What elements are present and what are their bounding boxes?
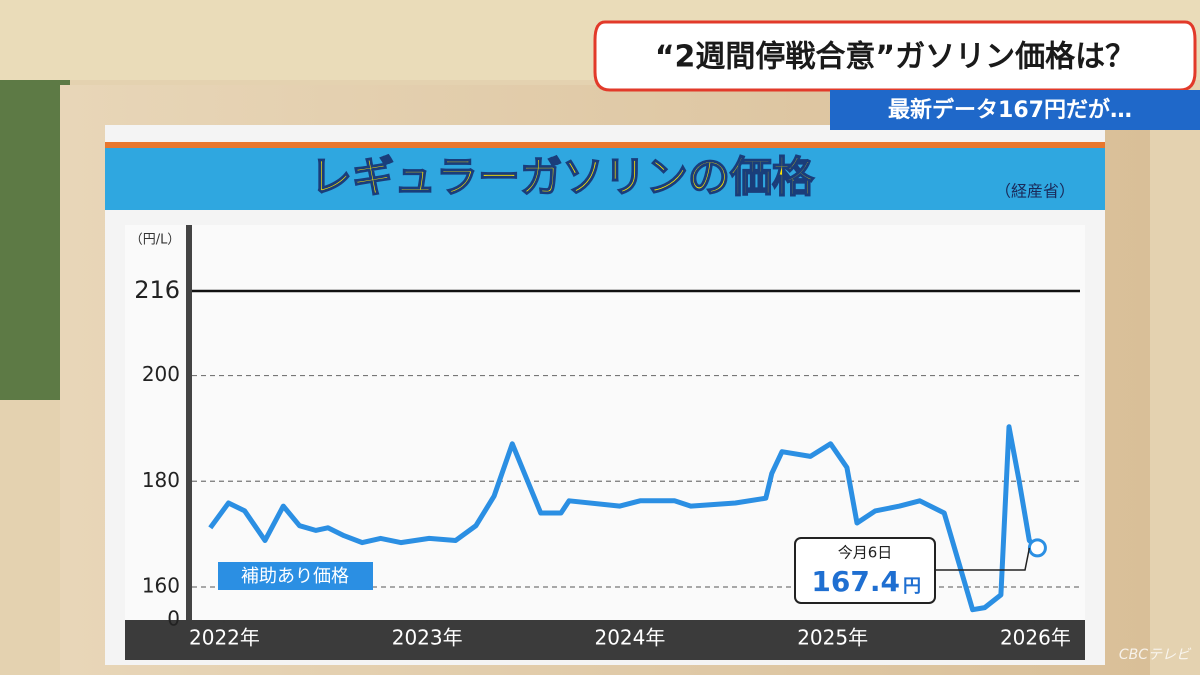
y-tick-label: 160 <box>142 574 180 598</box>
x-tick-label: 2026年 <box>1000 626 1071 650</box>
end-point <box>1027 538 1047 558</box>
x-tick-label: 2022年 <box>189 626 260 650</box>
y-tick-label: 180 <box>142 468 180 492</box>
y-tick-label: 200 <box>142 362 180 386</box>
x-tick-label: 2024年 <box>594 626 665 650</box>
y-axis <box>186 225 192 620</box>
line-series <box>208 424 1040 613</box>
legend-box <box>218 562 373 590</box>
callout-box <box>794 537 936 604</box>
x-tick-label: 2025年 <box>797 626 868 650</box>
legend-label: 補助あり価格 <box>241 566 349 587</box>
title-bar <box>105 148 1105 210</box>
callout-unit: 円 <box>903 576 921 597</box>
x-tick-label: 2023年 <box>392 626 463 650</box>
chart-title: レギュラーガソリンの価格 <box>310 153 815 202</box>
headline: “2週間停戦合意”ガソリン価格は？ <box>655 40 1135 75</box>
plot-bg <box>125 225 1085 620</box>
x-axis-band <box>125 620 1085 660</box>
callout-leader <box>935 547 1031 571</box>
subheadline: 最新データ167円だが… <box>888 97 1132 123</box>
plants <box>0 80 70 400</box>
y-unit: （円/L） <box>130 233 181 248</box>
chart-source: （経産省） <box>995 182 1075 201</box>
y-tick-label: 216 <box>134 276 180 304</box>
y-tick-label: 0 <box>167 607 180 631</box>
subheadline-box <box>830 90 1200 130</box>
callout-date: 今月6日 <box>838 544 893 562</box>
callout-value: 167.4 <box>811 565 900 598</box>
title-stripe <box>105 142 1105 148</box>
logo: CBCテレビ <box>1119 647 1192 663</box>
